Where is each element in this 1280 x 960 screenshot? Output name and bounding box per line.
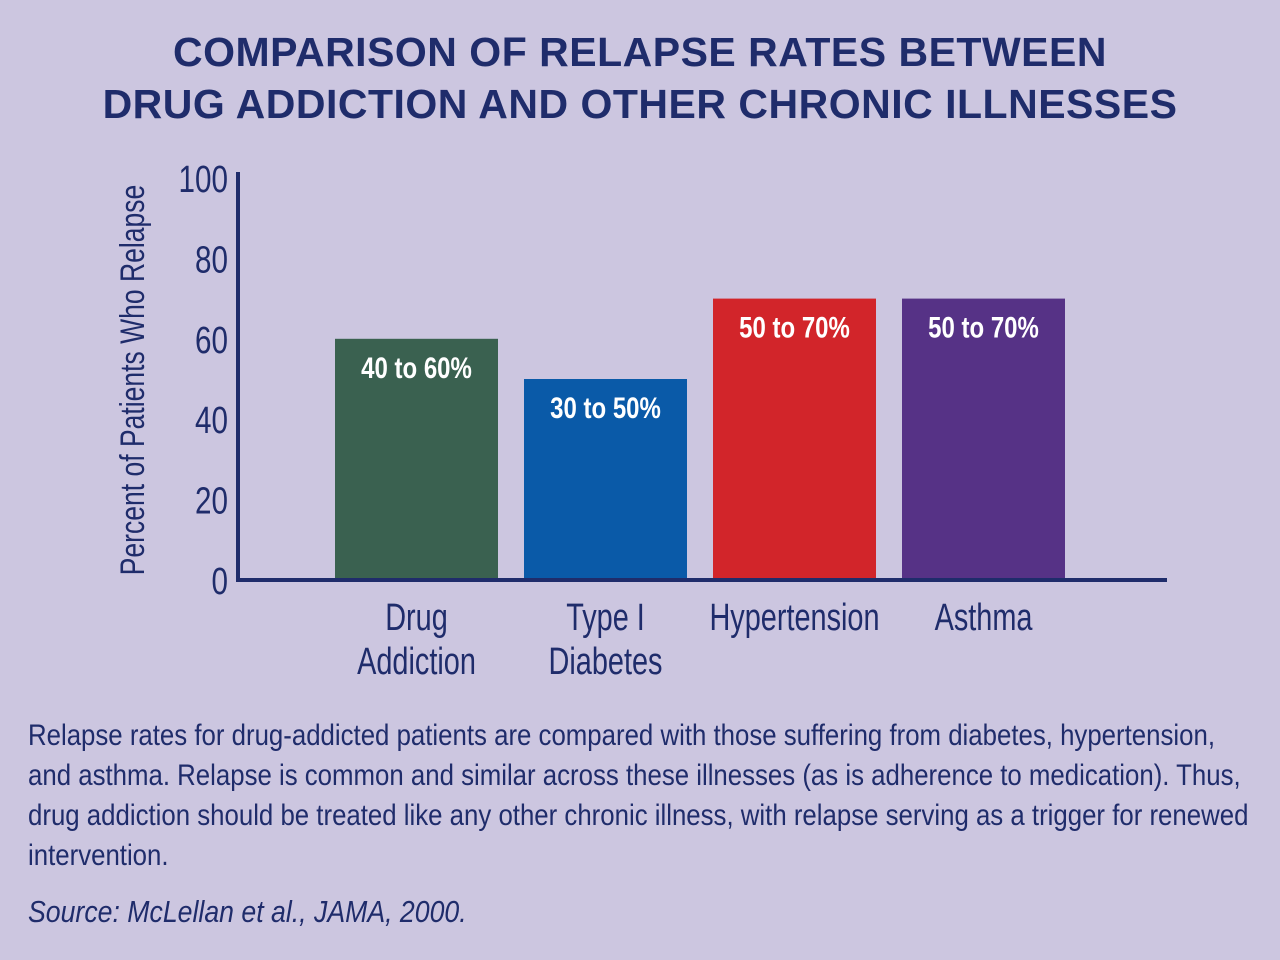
source-citation: Source: McLellan et al., JAMA, 2000.: [28, 894, 467, 929]
bar: [335, 338, 498, 580]
bar: [524, 379, 687, 580]
bar-data-label: 50 to 70%: [739, 310, 850, 344]
x-category-label: Type I: [566, 596, 645, 639]
y-tick-label: 60: [195, 319, 228, 361]
y-tick-label: 100: [179, 159, 228, 201]
x-category-label: Drug: [385, 596, 448, 639]
y-axis-label: Percent of Patients Who Relapse: [114, 185, 152, 576]
y-tick-label: 20: [195, 480, 228, 522]
bars: [335, 298, 1065, 580]
chart-title-line-1: COMPARISON OF RELAPSE RATES BETWEEN: [173, 29, 1107, 75]
y-tick-label: 0: [212, 561, 228, 603]
bar-chart: Percent of Patients Who Relapse 0 20 40 60 8…: [114, 159, 1167, 683]
bar: [902, 298, 1065, 580]
bar-data-labels: 40 to 60% 30 to 50% 50 to 70% 50 to 70%: [361, 310, 1039, 425]
bar-data-label: 50 to 70%: [928, 310, 1039, 344]
bar: [713, 298, 876, 580]
y-tick-label: 80: [195, 239, 228, 281]
chart-caption: Relapse rates for drug-addicted patients…: [28, 719, 1249, 872]
bar-data-label: 30 to 50%: [550, 390, 661, 424]
x-category-label: Diabetes: [549, 640, 663, 683]
x-category-label: Addiction: [357, 640, 476, 683]
bar-data-label: 40 to 60%: [361, 350, 472, 384]
x-category-label: Hypertension: [709, 596, 879, 639]
axes: [236, 172, 1167, 582]
y-tick-label: 40: [195, 400, 228, 442]
y-axis-label-group: Percent of Patients Who Relapse: [114, 185, 152, 576]
chart-title-line-2: DRUG ADDICTION AND OTHER CHRONIC ILLNESS…: [102, 81, 1178, 127]
x-category-label: Asthma: [935, 596, 1033, 639]
chart-title: COMPARISON OF RELAPSE RATES BETWEEN DRUG…: [0, 26, 1280, 130]
y-axis-ticks: 0 20 40 60 80 100: [179, 159, 228, 603]
